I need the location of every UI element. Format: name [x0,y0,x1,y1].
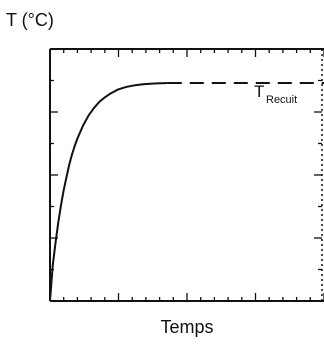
annotation-main: T [254,82,264,101]
x-axis-label: Temps [160,317,213,337]
y-axis-label: T (°C) [6,10,54,30]
annotation-sub: Recuit [266,94,297,106]
temperature-curve [49,82,168,302]
